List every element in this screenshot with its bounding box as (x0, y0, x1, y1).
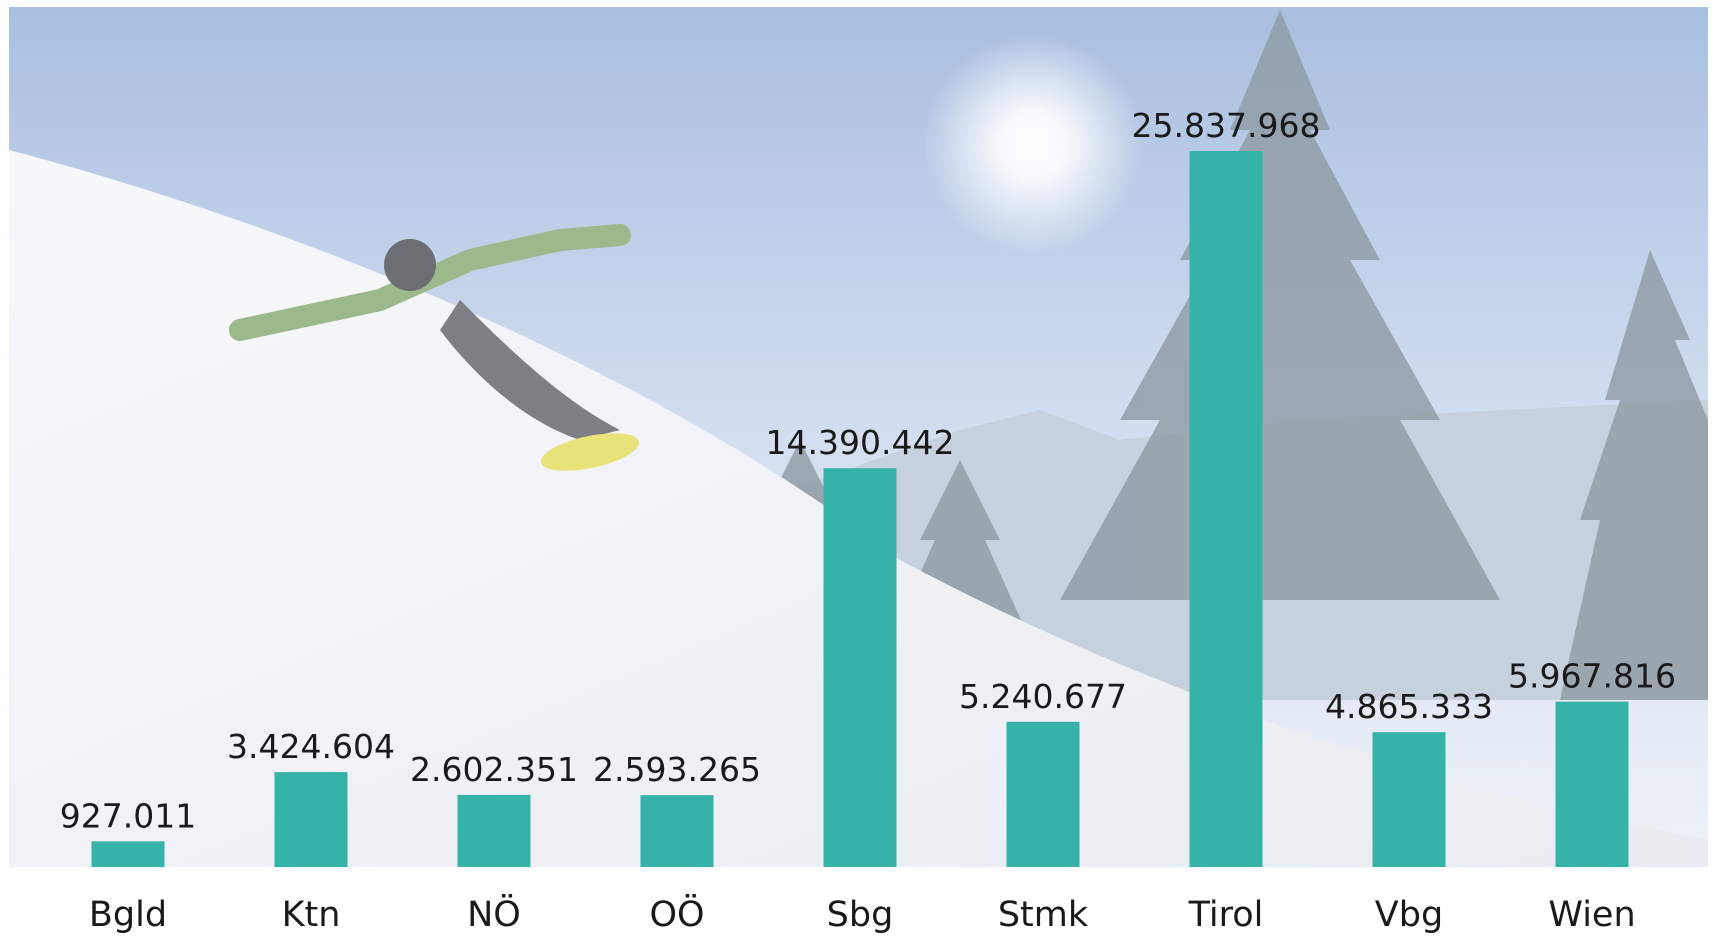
bar (275, 772, 348, 867)
value-label: 5.967.816 (1508, 657, 1676, 696)
value-label: 14.390.442 (766, 423, 955, 462)
bar (824, 468, 897, 867)
x-tick-label: OÖ (649, 893, 704, 935)
bar (1190, 151, 1263, 867)
value-label: 2.593.265 (593, 750, 761, 789)
x-tick-label: Vbg (1375, 895, 1443, 935)
x-tick-label: Wien (1548, 895, 1635, 935)
x-tick-label: Sbg (827, 895, 894, 935)
bar (1007, 722, 1080, 867)
bar (458, 795, 531, 867)
x-tick-label: Bgld (89, 895, 167, 935)
x-tick-label: Tirol (1188, 895, 1264, 935)
value-label: 2.602.351 (410, 750, 578, 789)
chart: 927.011 Bgld 3.424.604 Ktn 2.602.351 NÖ 2.593.… (0, 0, 1717, 937)
bar (1556, 702, 1629, 867)
bar (1373, 732, 1446, 867)
x-tick-label: Stmk (998, 895, 1089, 935)
bar (641, 795, 714, 867)
value-label: 927.011 (60, 796, 196, 835)
value-label: 3.424.604 (227, 727, 395, 766)
page: {"chart_data": {"type": "bar", "categori… (0, 0, 1717, 937)
value-label: 5.240.677 (959, 677, 1127, 716)
bar (92, 841, 165, 867)
value-label: 25.837.968 (1132, 106, 1321, 145)
x-tick-label: Ktn (282, 895, 341, 935)
value-label: 4.865.333 (1325, 687, 1493, 726)
x-tick-label: NÖ (467, 893, 521, 935)
